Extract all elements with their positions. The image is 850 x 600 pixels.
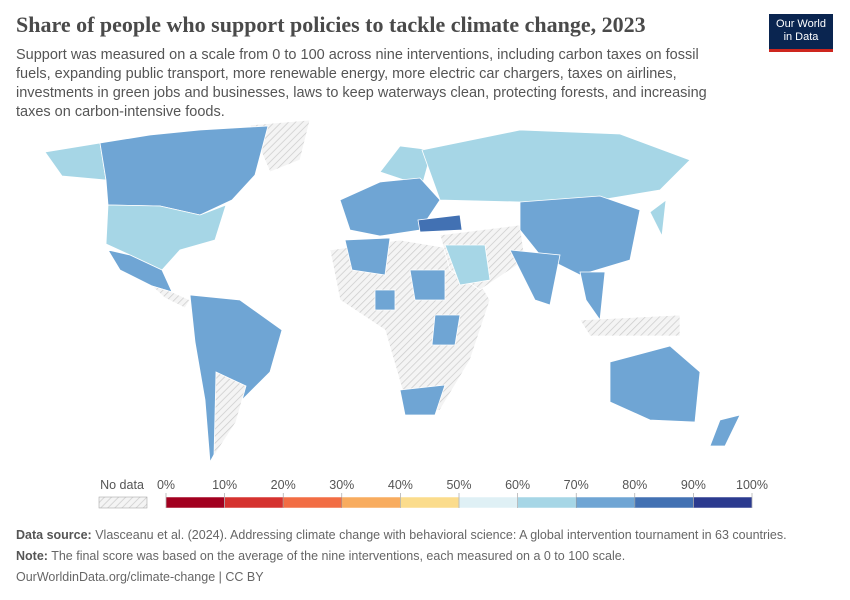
legend-bin [400, 496, 460, 509]
legend-tick-label: 80% [622, 478, 647, 492]
source: Data source: Vlasceanu et al. (2024). Ad… [16, 528, 787, 542]
country[interactable] [579, 271, 606, 322]
legend-bin [458, 496, 518, 509]
note: Note: The final score was based on the a… [16, 549, 625, 563]
legend-no-data-swatch [98, 496, 148, 509]
country[interactable] [444, 244, 491, 286]
logo-text: in Data [783, 31, 819, 43]
subtitle: Support was measured on a scale from 0 t… [16, 47, 707, 120]
legend-tick-label: 50% [446, 478, 471, 492]
source-label: Data source: [16, 528, 92, 542]
legend-bin [224, 496, 284, 509]
country[interactable] [579, 314, 681, 337]
country[interactable] [509, 249, 561, 306]
country[interactable] [213, 371, 247, 458]
countries [44, 119, 741, 464]
link[interactable]: OurWorldinData.org/climate-change | CC B… [16, 570, 264, 584]
title: Share of people who support policies to … [16, 12, 646, 37]
legend-bin [634, 496, 694, 509]
country[interactable] [649, 199, 667, 238]
legend-tick-label: 30% [329, 478, 354, 492]
country[interactable] [417, 214, 463, 233]
legend-tick-label: 20% [271, 478, 296, 492]
legend-bin [575, 496, 636, 509]
legend-tick-label: 60% [505, 478, 530, 492]
country[interactable] [344, 237, 391, 276]
legend-tick-label: 10% [212, 478, 237, 492]
country[interactable] [374, 289, 396, 311]
map: No data 0% 10% 20% 30% 40% 50% 60% 70% 80% 90% 100… [44, 119, 768, 509]
legend: No data 0% 10% 20% 30% 40% 50% 60% 70% 80% 90% 100… [98, 478, 768, 509]
legend-bin [282, 496, 343, 509]
country[interactable] [399, 384, 446, 416]
legend-tick-label: 100% [736, 478, 768, 492]
legend-bin [165, 496, 225, 509]
country[interactable] [44, 142, 107, 181]
country[interactable] [609, 345, 701, 423]
legend-bin [517, 496, 577, 509]
country[interactable] [339, 177, 441, 237]
country[interactable] [409, 269, 446, 301]
legend-tick-label: 0% [157, 478, 175, 492]
country[interactable] [329, 239, 491, 417]
logo-text: Our World [776, 18, 826, 30]
legend-bin [341, 496, 401, 509]
country[interactable] [431, 314, 461, 346]
note-text: The final score was based on the average… [51, 549, 626, 563]
legend-tick-label: 90% [681, 478, 706, 492]
country[interactable] [709, 414, 741, 447]
logo[interactable]: Our World in Data [769, 14, 833, 52]
legend-tick-label: 70% [564, 478, 589, 492]
legend-tick-label: 40% [388, 478, 413, 492]
country[interactable] [421, 129, 691, 203]
country[interactable] [151, 285, 191, 309]
legend-no-data-label: No data [100, 478, 144, 492]
country[interactable] [105, 204, 227, 271]
country[interactable] [99, 125, 269, 216]
legend-bin [693, 496, 753, 509]
note-label: Note: [16, 549, 48, 563]
source-text: Vlasceanu et al. (2024). Addressing clim… [95, 528, 787, 542]
country[interactable] [189, 294, 283, 464]
